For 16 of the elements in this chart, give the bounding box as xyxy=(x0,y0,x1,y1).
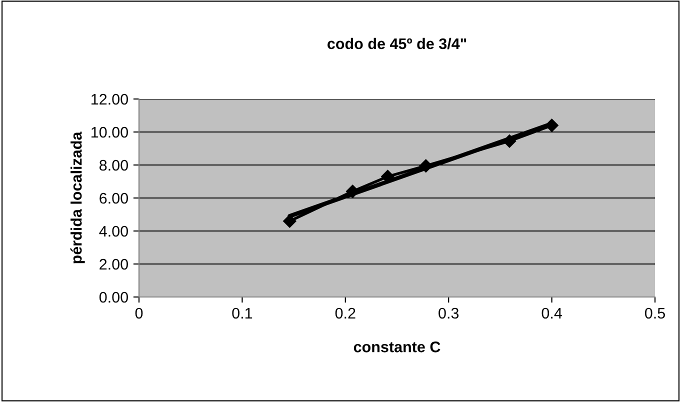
chart-title: codo de 45º de 3/4" xyxy=(328,38,466,50)
x-tick-label: 0 xyxy=(135,308,143,319)
x-axis-title: constante C xyxy=(354,342,440,352)
y-axis-title: pérdida localizada xyxy=(70,132,85,264)
x-tick-label: 0.2 xyxy=(335,308,356,319)
y-tick-label: 2.00 xyxy=(100,258,128,270)
y-tick-label: 10.00 xyxy=(92,126,128,138)
y-tick-label: 12.00 xyxy=(92,94,128,105)
y-tick-label: 6.00 xyxy=(100,192,128,204)
y-tick-label: 0.00 xyxy=(99,292,128,303)
x-tick-label: 0.5 xyxy=(644,308,665,319)
y-tick-label: 8.00 xyxy=(100,160,128,171)
x-tick-label: 0.4 xyxy=(542,308,562,319)
x-tick-label: 0.3 xyxy=(438,308,459,319)
y-tick-label: 4.00 xyxy=(99,226,128,237)
x-tick-label: 0.1 xyxy=(232,308,252,319)
